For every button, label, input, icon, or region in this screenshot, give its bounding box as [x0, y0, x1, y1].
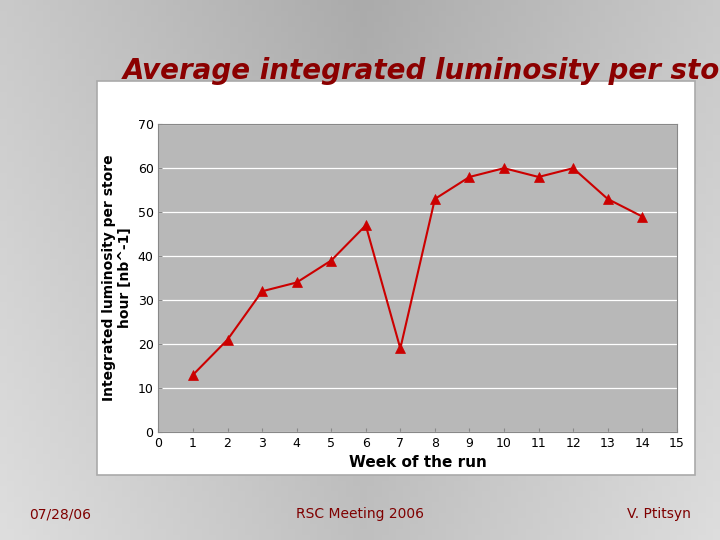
Text: Average integrated luminosity per store hour: Average integrated luminosity per store … — [122, 57, 720, 85]
Text: V. Ptitsyn: V. Ptitsyn — [627, 507, 691, 521]
Text: RSC Meeting 2006: RSC Meeting 2006 — [296, 507, 424, 521]
X-axis label: Week of the run: Week of the run — [348, 455, 487, 470]
Text: 07/28/06: 07/28/06 — [29, 507, 91, 521]
Y-axis label: Integrated luminosity per store
hour [nb^-1]: Integrated luminosity per store hour [nb… — [102, 155, 132, 401]
